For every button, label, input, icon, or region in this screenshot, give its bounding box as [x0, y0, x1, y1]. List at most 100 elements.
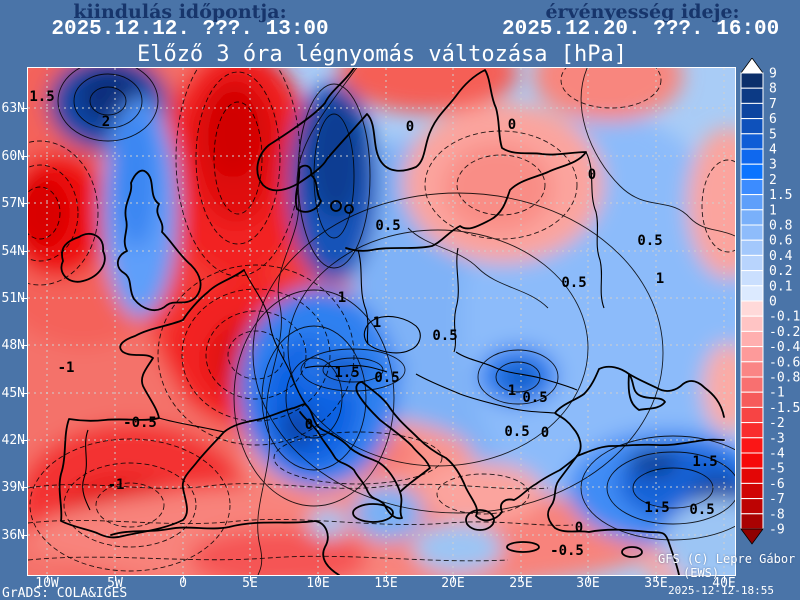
- contour-lines: [28, 68, 735, 575]
- colorbar-label: -0.2: [769, 325, 800, 340]
- contour-label: 1.5: [29, 89, 54, 105]
- contour-label: 1: [656, 271, 664, 287]
- lat-tick: [21, 345, 28, 346]
- colorbar-label: -1.5: [769, 401, 800, 416]
- colorbar-label: 1: [769, 203, 777, 218]
- valid-time-value: 2025.12.20. ???. 16:00: [502, 18, 780, 41]
- contour-label: 0.5: [637, 233, 662, 249]
- colorbar-label: -3: [769, 431, 785, 446]
- positive-contours: [57, 68, 735, 575]
- lon-tick: [250, 575, 251, 581]
- lat-tick: [21, 203, 28, 204]
- colorbar-label: -8: [769, 507, 785, 522]
- lon-label: 10W: [35, 576, 59, 591]
- valid-time-label: érvényesség ideje:: [545, 1, 740, 23]
- lon-tick: [656, 575, 657, 581]
- colorbar-label: -0.8: [769, 371, 800, 386]
- colorbar-label: 2: [769, 173, 777, 188]
- contour-label: -1: [108, 477, 125, 493]
- contour-label: 2: [102, 114, 110, 130]
- contour-label: 0.5: [375, 218, 400, 234]
- lon-label: 30E: [576, 576, 600, 591]
- colorbar-label: -0.1: [769, 310, 800, 325]
- colorbar-label: 4: [769, 143, 777, 158]
- colorbar-label: 6: [769, 112, 777, 127]
- contour-label: 0.5: [374, 370, 399, 386]
- contour-label: 1: [373, 315, 381, 331]
- lat-label: 51N: [1, 291, 25, 306]
- colorbar-label: 1.5: [769, 188, 792, 203]
- colorbar-label: -5: [769, 462, 785, 477]
- lon-label: 5W: [107, 576, 123, 591]
- lon-label: 25E: [509, 576, 533, 591]
- contour-label: 0.5: [561, 275, 586, 291]
- lon-label: 20E: [441, 576, 465, 591]
- author-credit-line2: (EWS): [683, 566, 720, 580]
- contour-label: 0.5: [432, 328, 457, 344]
- lat-tick: [21, 156, 28, 157]
- contour-label: 0: [305, 417, 313, 433]
- colorbar-label: 7: [769, 97, 777, 112]
- colorbar-label: 0.1: [769, 279, 792, 294]
- colorbar-label: -9: [769, 523, 785, 538]
- lon-tick: [521, 575, 522, 581]
- contour-label: 0.5: [689, 502, 714, 518]
- lat-tick: [21, 298, 28, 299]
- lon-label: 0: [179, 576, 187, 591]
- author-credit-line1: GFS (C) Lepre Gábor: [658, 552, 796, 566]
- colorbar-label: 0.6: [769, 234, 792, 249]
- colorbar-label: 9: [769, 67, 777, 82]
- lat-label: 39N: [1, 480, 25, 495]
- negative-contours: [28, 68, 735, 572]
- contour-label: 1.5: [692, 454, 717, 470]
- lat-label: 63N: [1, 101, 25, 116]
- colorbar-label: -1: [769, 386, 785, 401]
- colorbar-label: -0.6: [769, 355, 800, 370]
- lat-tick: [21, 393, 28, 394]
- contour-label: -1: [58, 360, 75, 376]
- colorbar-top-arrow: [740, 58, 764, 74]
- contour-label: 1: [338, 290, 346, 306]
- lat-label: 60N: [1, 149, 25, 164]
- contour-label: 0: [588, 167, 596, 183]
- start-time-label: kiindulás időpontja:: [73, 1, 287, 23]
- colorbar-label: 0: [769, 295, 777, 310]
- contour-label: 0.5: [522, 390, 547, 406]
- contour-label: -0.5: [550, 543, 584, 559]
- lat-label: 57N: [1, 196, 25, 211]
- lon-tick: [386, 575, 387, 581]
- contour-label: 0: [541, 425, 549, 441]
- map-area: 1.5 2 0 0 0 0.5 0.5 1 0.5 1 1 0.5 -1 1.5 0.5 1 0.5 -0.5 0 0…: [27, 67, 795, 579]
- lon-tick: [183, 575, 184, 581]
- contour-label: 0: [508, 117, 516, 133]
- country-borders: [82, 151, 605, 511]
- contour-label: 0.5: [504, 424, 529, 440]
- colorbar-label: 8: [769, 82, 777, 97]
- contour-label: 1: [508, 383, 516, 399]
- lat-label: 42N: [1, 433, 25, 448]
- contour-label: 0: [406, 119, 414, 135]
- lat-tick: [21, 487, 28, 488]
- lon-label: 5E: [242, 576, 258, 591]
- contour-label: 1.5: [644, 500, 669, 516]
- lon-tick: [724, 575, 725, 581]
- lat-label: 45N: [1, 386, 25, 401]
- colorbar-label: -6: [769, 477, 785, 492]
- colorbar-label: 3: [769, 158, 777, 173]
- lat-tick: [21, 108, 28, 109]
- colorbar-label: 0.4: [769, 249, 793, 264]
- lat-label: 48N: [1, 338, 25, 353]
- contour-label: 1.5: [334, 365, 359, 381]
- colorbar-label: -2: [769, 416, 785, 431]
- lon-tick: [47, 575, 48, 581]
- lat-label: 54N: [1, 244, 25, 259]
- colorbar-label: 5: [769, 127, 777, 142]
- start-time-value: 2025.12.12. ???. 13:00: [51, 18, 329, 41]
- lon-tick: [115, 575, 116, 581]
- lat-tick: [21, 440, 28, 441]
- lon-tick: [318, 575, 319, 581]
- colorbar-label: -0.4: [769, 340, 800, 355]
